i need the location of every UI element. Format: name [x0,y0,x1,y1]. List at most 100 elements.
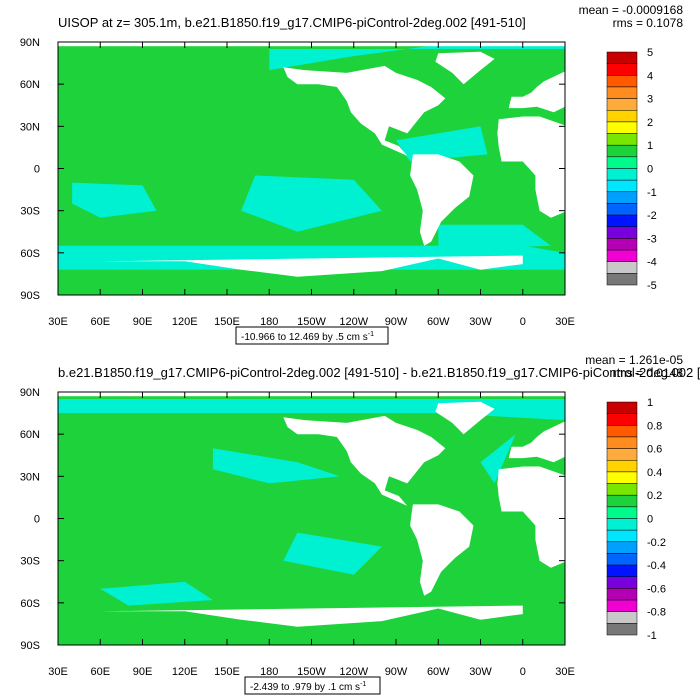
land-mask-1 [283,65,446,156]
y-tick-label: 0 [34,164,40,176]
range-label: -2.439 to .979 by .1 cm s-1 [250,681,366,693]
colorbar: 5 4 3 2 1 0 -1 -2 -3 -4 -5 [606,47,657,292]
colorbar-swatch [606,494,638,508]
land-mask-4 [497,466,565,568]
x-tick-label: 150W [297,666,326,678]
x-tick-label: 30E [555,316,575,328]
colorbar-swatch [606,436,638,449]
x-tick-label: 180 [260,666,278,678]
colorbar-swatch [606,214,638,228]
colorbar-label: 0 [647,514,653,526]
colorbar-swatch [606,611,638,624]
colorbar-label: 1 [647,397,653,409]
colorbar-label: 3 [647,94,653,106]
colorbar-swatch [606,156,638,169]
land-mask-8 [100,255,523,295]
x-tick-label: 120W [339,316,368,328]
field-patch-5 [58,245,565,270]
y-tick-label: 60N [20,429,40,441]
y-tick-label: 30S [20,206,40,218]
colorbar-swatch [606,110,638,123]
x-tick-label: 30W [469,666,492,678]
y-tick-label: 90S [20,640,40,652]
y-tick-label: 0 [34,514,40,526]
range-label: -10.966 to 12.469 by .5 cm s-1 [241,331,374,343]
land-mask-7 [683,535,700,572]
land-mask-3 [410,154,474,246]
colorbar-swatch [606,541,638,554]
land-mask-8 [100,605,523,645]
land-mask-2 [435,401,495,435]
x-tick-label: 90W [385,316,408,328]
land-mask-1 [283,415,446,506]
colorbar-swatch [606,553,638,566]
chart-panel-1: 30E 60E 90E 120E 150E 180 150W 120W 90W 60W 30W 0 30… [20,3,700,345]
range-label-box [244,676,381,695]
colorbar-label: -3 [647,233,657,245]
mean-stat: mean = -0.0009168 [579,3,684,17]
field-patch-4 [480,434,516,484]
x-tick-label: 90E [133,666,153,678]
colorbar-label: -5 [647,280,657,292]
map-field [58,42,700,295]
colorbar-swatch [606,599,638,612]
colorbar-swatch [606,168,638,181]
colorbar: 1 0.8 0.6 0.4 0.2 0 -0.2 -0.4 -0.6 -0.8 -1 [606,397,666,642]
colorbar-label: 1 [647,140,653,152]
colorbar-swatch [606,564,638,577]
field-patch-4 [269,44,565,71]
colorbar-swatch [606,249,638,262]
colorbar-swatch [606,191,638,204]
x-tick-label: 150W [297,316,326,328]
field-patch-3 [438,224,551,250]
y-tick-label: 30N [20,121,40,133]
x-tick-label: 30E [48,666,68,678]
colorbar-swatch [606,529,638,543]
colorbar-swatch [606,121,638,134]
x-tick-label: 30E [555,666,575,678]
colorbar-label: -2 [647,210,657,222]
colorbar-swatch [606,98,638,111]
colorbar-label: 0.6 [647,444,662,456]
x-tick-label: 120W [339,666,368,678]
field-patch-1 [72,182,157,218]
colorbar-swatch [606,75,638,88]
colorbar-swatch [606,506,638,519]
units-superscript: -1 [368,331,374,338]
colorbar-label: 5 [647,47,653,59]
colorbar-swatch [606,86,638,99]
x-tick-label: 0 [520,666,526,678]
field-patch-6 [396,126,488,162]
colorbar-swatch [606,226,638,239]
colorbar-swatch [606,623,638,636]
x-tick-label: 90W [385,666,408,678]
field-patch-3 [283,532,382,575]
y-tick-label: 30N [20,471,40,483]
colorbar-swatch [606,471,638,484]
y-tick-label: 60S [20,248,40,260]
y-tick-label: 60S [20,598,40,610]
colorbar-label: -4 [647,257,657,269]
colorbar-swatch [606,273,638,286]
chart-panel-2: 30E 60E 90E 120E 150E 180 150W 120W 90W 60W 30W 0 30… [20,353,700,695]
colorbar-label: -0.6 [647,583,666,595]
colorbar-swatch [606,460,638,473]
chart-title: b.e21.B1850.f19_g17.CMIP6-piControl-2deg… [58,365,700,380]
colorbar-swatch [606,425,638,438]
field-patch-2 [212,448,340,484]
x-tick-label: 120E [172,316,198,328]
colorbar-label: -0.2 [647,537,666,549]
colorbar-label: 4 [647,70,653,82]
x-tick-label: 60W [427,316,450,328]
y-tick-label: 90S [20,290,40,302]
x-tick-label: 60E [90,666,110,678]
x-tick-label: 150E [214,666,240,678]
colorbar-label: -1 [647,630,657,642]
colorbar-label: 0 [647,164,653,176]
colorbar-swatch [606,238,638,251]
colorbar-swatch [606,203,638,216]
y-tick-label: 90N [20,37,40,49]
land-mask-7 [683,185,700,222]
x-tick-label: 60E [90,316,110,328]
